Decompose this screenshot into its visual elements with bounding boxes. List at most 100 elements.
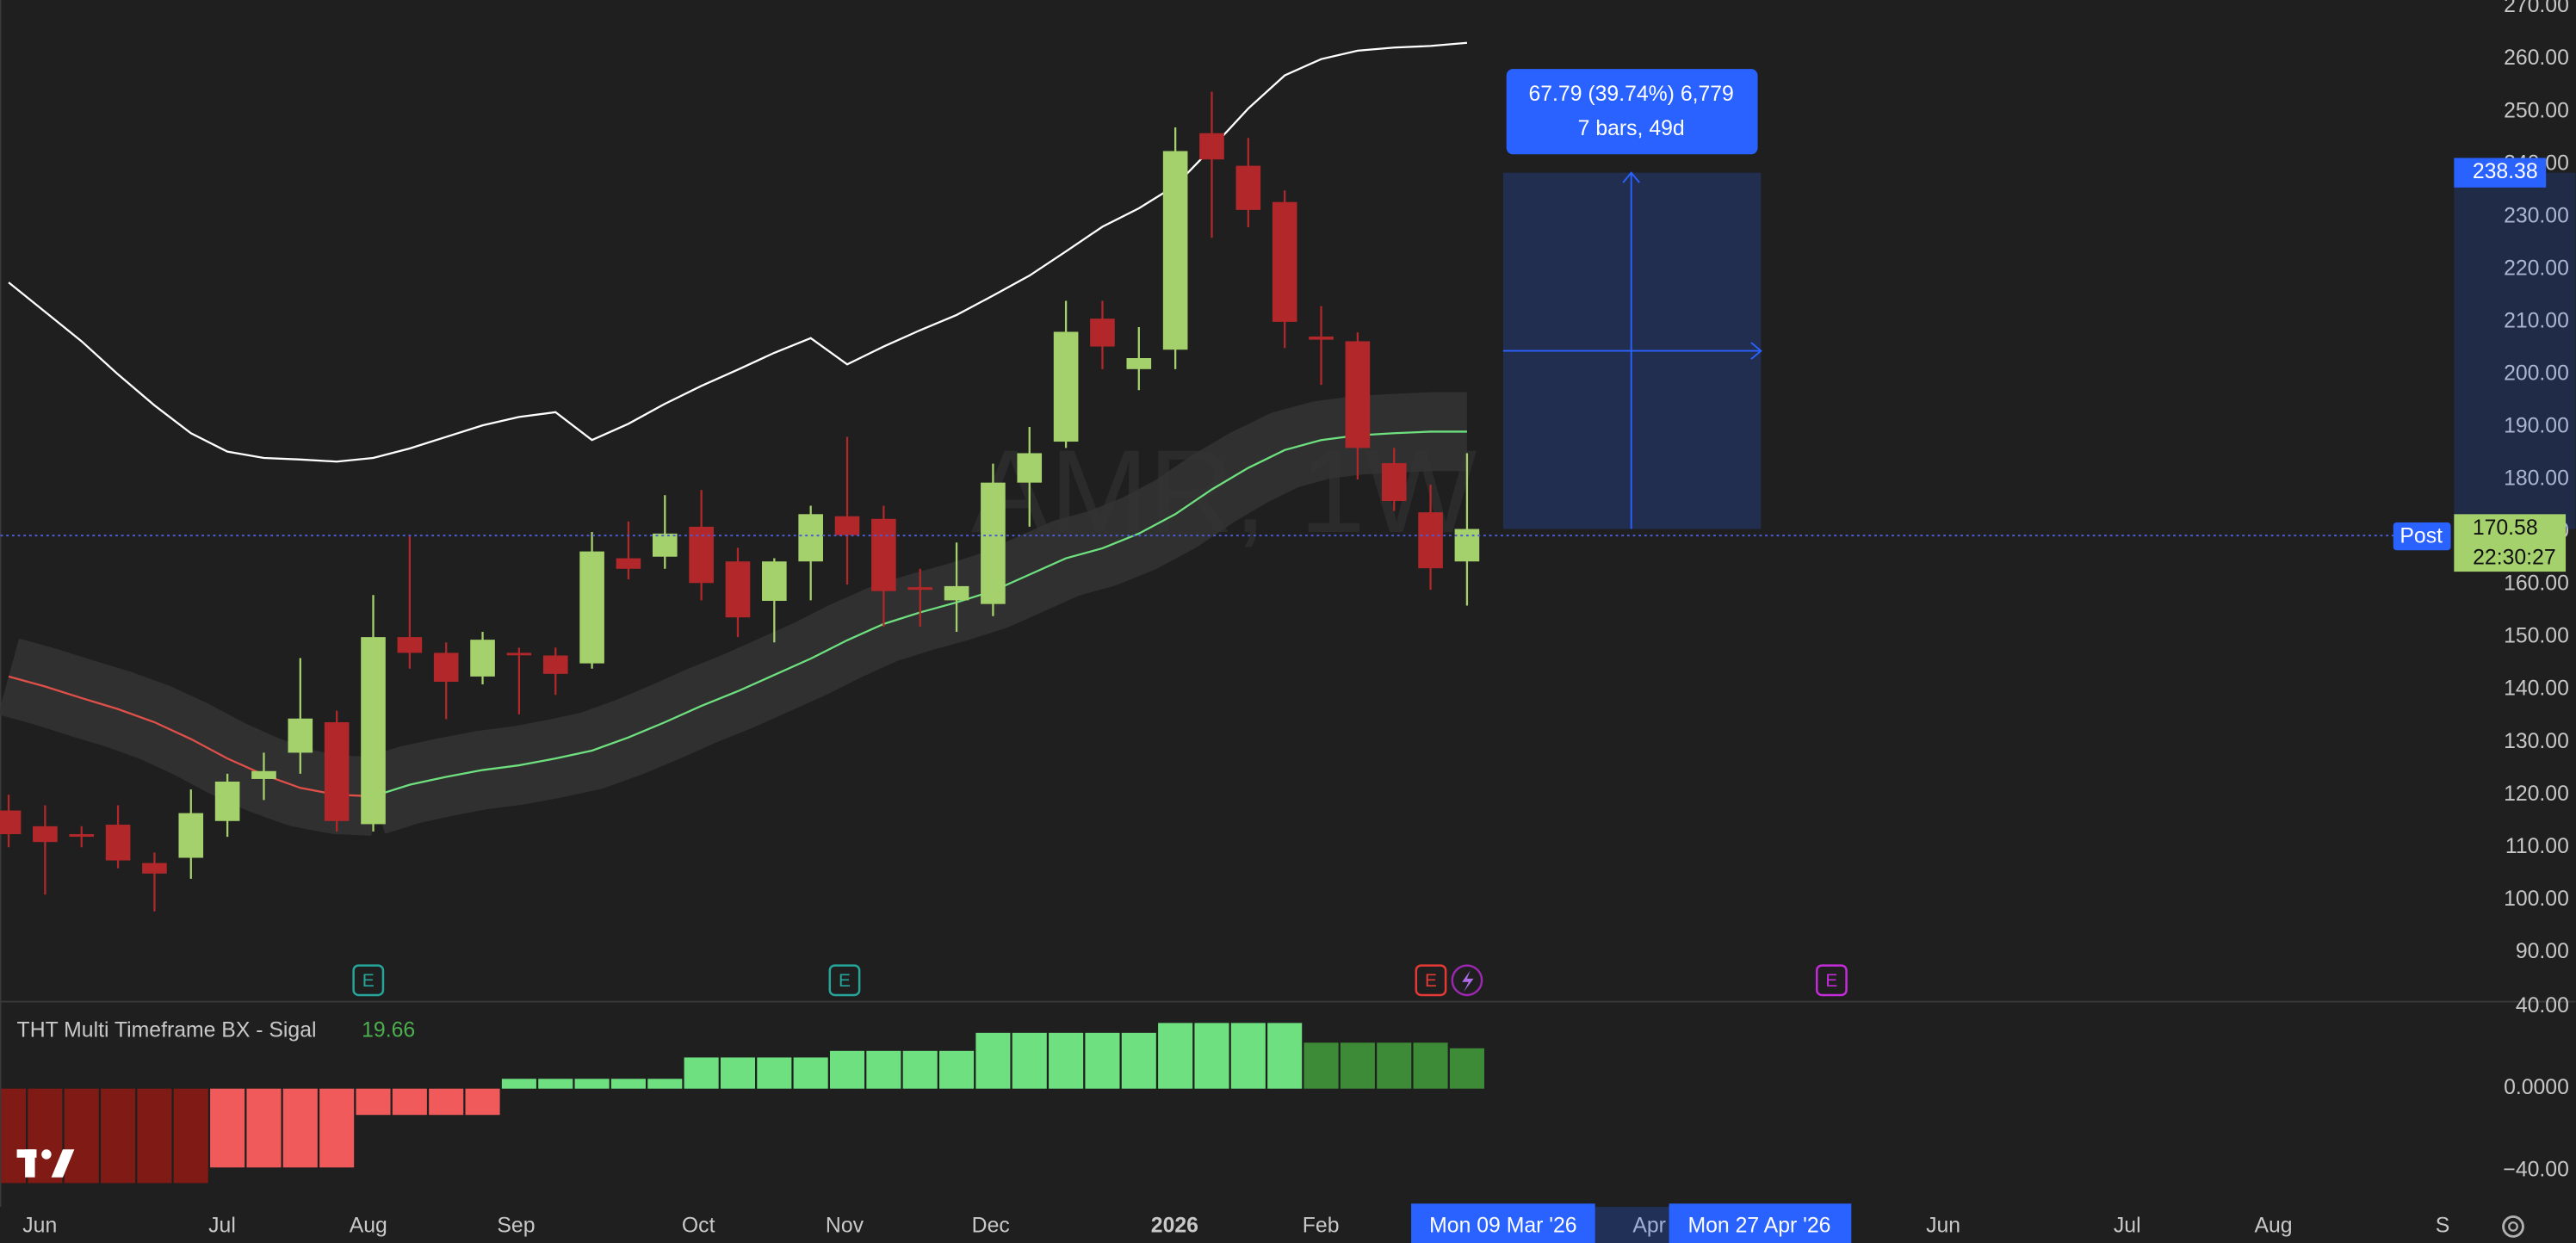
logo-part bbox=[51, 1149, 75, 1178]
price-label: 238.38 bbox=[2473, 160, 2538, 183]
measure-label: 7 bars, 49d bbox=[1578, 117, 1685, 140]
measure-label: 67.79 (39.74%) 6,779 bbox=[1528, 83, 1733, 106]
candle-body bbox=[981, 482, 1006, 604]
histogram-bar bbox=[173, 1088, 208, 1184]
date-badge-label: Mon 27 Apr '26 bbox=[1688, 1214, 1831, 1237]
candle-body bbox=[1418, 512, 1443, 569]
histogram-bar bbox=[1413, 1042, 1448, 1089]
settings-gear[interactable] bbox=[2502, 1215, 2524, 1238]
x-tick-label: Aug bbox=[2254, 1214, 2292, 1237]
histogram-bar bbox=[392, 1088, 427, 1116]
candle-body bbox=[470, 640, 495, 677]
histogram-bar bbox=[1, 1088, 27, 1184]
indicator-value: 19.66 bbox=[362, 1018, 415, 1042]
histogram-bar bbox=[1230, 1023, 1266, 1089]
candle-body bbox=[178, 813, 204, 858]
histogram-bar bbox=[902, 1050, 938, 1089]
y-tick-label: 250.00 bbox=[2504, 99, 2569, 122]
x-tick-label: Apr bbox=[1632, 1214, 1666, 1237]
event-marker-label[interactable]: E bbox=[362, 971, 375, 991]
histogram-bar bbox=[429, 1088, 464, 1116]
x-tick-label: Nov bbox=[826, 1214, 864, 1237]
y-tick-label: 260.00 bbox=[2504, 46, 2569, 70]
candle-body bbox=[69, 834, 95, 838]
histogram-bar bbox=[975, 1032, 1011, 1089]
candle-body bbox=[1199, 133, 1224, 160]
histogram-bar bbox=[793, 1057, 828, 1089]
histogram-bar bbox=[246, 1088, 282, 1168]
settings-icon[interactable] bbox=[2502, 1215, 2524, 1238]
histogram-bar bbox=[1121, 1032, 1156, 1089]
ma-line bbox=[8, 675, 374, 798]
x-tick-label: S bbox=[2436, 1214, 2450, 1237]
settings-hub[interactable] bbox=[2508, 1221, 2518, 1232]
histogram-bar bbox=[829, 1050, 865, 1089]
indicator-title: THT Multi Timeframe BX - Sigal bbox=[17, 1018, 317, 1042]
last-price-box bbox=[2454, 514, 2567, 572]
candle-body bbox=[288, 718, 313, 753]
histogram-bar bbox=[1158, 1023, 1193, 1089]
y-tick-label: 210.00 bbox=[2504, 309, 2569, 332]
histogram-bar bbox=[610, 1079, 646, 1089]
candle-body bbox=[907, 587, 933, 591]
histogram-bar bbox=[720, 1057, 756, 1089]
candle-body bbox=[579, 551, 604, 664]
candle-body bbox=[1235, 165, 1261, 210]
candle-body bbox=[689, 526, 714, 584]
x-tick-label: Jul bbox=[208, 1214, 236, 1237]
candle-body bbox=[1053, 331, 1079, 442]
date-badge-label: Mon 09 Mar '26 bbox=[1429, 1214, 1576, 1237]
axis-range-highlight bbox=[2454, 172, 2576, 529]
event-marker[interactable] bbox=[1415, 964, 1447, 997]
candle-body bbox=[652, 533, 678, 557]
candle-body bbox=[871, 518, 896, 591]
event-marker[interactable] bbox=[1815, 964, 1848, 997]
tradingview-logo bbox=[16, 1149, 75, 1178]
session-badge bbox=[2393, 522, 2451, 551]
dividend-bolt[interactable] bbox=[1462, 970, 1474, 993]
histogram-bar bbox=[574, 1079, 610, 1089]
y-tick-label: 230.00 bbox=[2504, 204, 2569, 227]
candle-body bbox=[506, 652, 532, 656]
histogram-bar bbox=[757, 1057, 792, 1089]
histogram-bar bbox=[1194, 1023, 1229, 1089]
histogram-bar bbox=[1377, 1042, 1412, 1089]
y-tick-label: 270.00 bbox=[2504, 0, 2569, 17]
logo-part bbox=[41, 1149, 52, 1160]
histogram-bar bbox=[1085, 1032, 1120, 1089]
candle-body bbox=[725, 561, 751, 618]
histogram-bar bbox=[1267, 1023, 1303, 1089]
date-range-band bbox=[1595, 1207, 1669, 1243]
event-marker[interactable] bbox=[352, 964, 385, 997]
x-tick-label: Sep bbox=[497, 1214, 535, 1237]
event-marker-label[interactable]: E bbox=[1425, 971, 1437, 991]
candle-body bbox=[324, 722, 350, 821]
candle-body bbox=[251, 770, 276, 779]
event-marker-label[interactable]: E bbox=[839, 971, 851, 991]
logo-part bbox=[25, 1149, 35, 1178]
histogram-bar bbox=[1049, 1032, 1084, 1089]
histogram-bar bbox=[1449, 1048, 1484, 1089]
measure-arrow-up bbox=[1622, 171, 1640, 183]
candle-body bbox=[762, 561, 787, 602]
y-tick-label: 110.00 bbox=[2505, 835, 2569, 858]
candle-body bbox=[834, 516, 860, 535]
x-tick-label: Jun bbox=[1926, 1214, 1960, 1237]
histogram-bar bbox=[319, 1088, 355, 1168]
x-tick-label: Jul bbox=[2114, 1214, 2141, 1237]
x-tick-label: Dec bbox=[972, 1214, 1010, 1237]
date-badge bbox=[1411, 1203, 1595, 1243]
last-price-label: 170.58 bbox=[2473, 516, 2538, 540]
candle-body bbox=[142, 863, 167, 874]
event-marker-label[interactable]: E bbox=[1825, 971, 1837, 991]
candle-body bbox=[397, 637, 423, 653]
candle-body bbox=[105, 825, 131, 861]
candle-body bbox=[944, 585, 969, 601]
candle-body bbox=[616, 558, 641, 569]
x-tick-label: 2026 bbox=[1151, 1214, 1198, 1237]
candle-body bbox=[33, 826, 58, 843]
x-tick-label: Feb bbox=[1303, 1214, 1340, 1237]
event-marker[interactable] bbox=[828, 964, 861, 997]
